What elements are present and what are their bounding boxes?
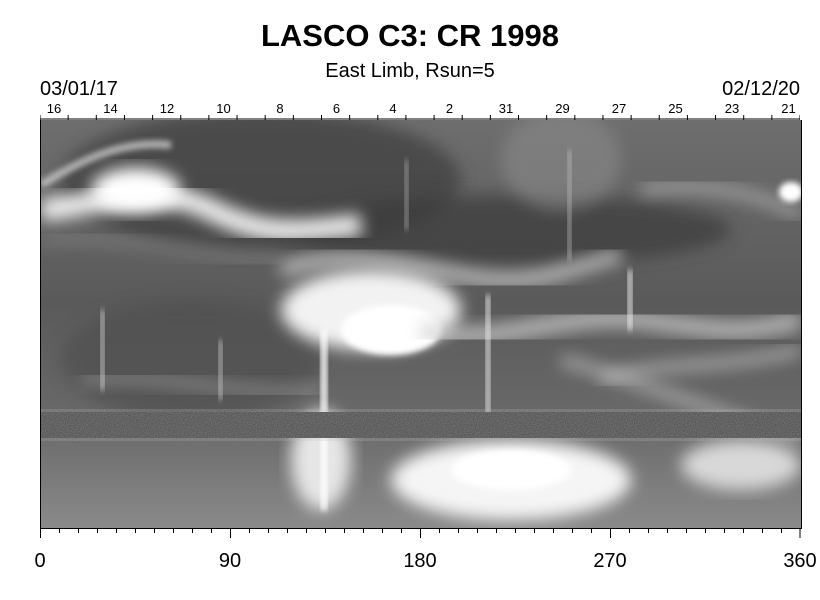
longitude-tick-label: 270 (593, 550, 627, 572)
top-date-label: 21 (781, 101, 796, 116)
top-date-label: 31 (498, 101, 514, 116)
top-date-label: 2 (445, 101, 454, 116)
top-date-label: 25 (668, 101, 683, 116)
top-date-label: 8 (276, 101, 284, 116)
longitude-tick-label: 90 (218, 550, 242, 572)
top-tick-marks (40, 115, 800, 121)
longitude-tick-marks (40, 528, 801, 538)
chart-subtitle: East Limb, Rsun=5 (325, 60, 495, 82)
top-date-axis: 16 14 12 10 8 6 4 2 31 29 27 25 23 21 (40, 101, 800, 121)
top-date-label: 10 (216, 101, 231, 116)
chart-title: LASCO C3: CR 1998 (260, 18, 560, 53)
top-date-label: 14 (103, 101, 118, 116)
top-date-label: 12 (159, 101, 175, 116)
coronal-brightness-map (41, 120, 801, 528)
top-date-label: 6 (332, 101, 341, 116)
longitude-axis: 0 90 180 270 360 (34, 528, 817, 572)
top-date-label: 27 (611, 101, 627, 116)
start-date-label: 03/01/17 (40, 78, 118, 100)
synoptic-map-image (40, 120, 802, 529)
longitude-tick-label: 180 (403, 550, 437, 572)
top-date-label: 23 (724, 101, 740, 116)
longitude-tick-label: 360 (783, 550, 817, 572)
end-date-label: 02/12/20 (722, 78, 800, 100)
top-date-label: 4 (389, 101, 397, 116)
top-date-label: 16 (46, 101, 62, 116)
longitude-tick-label: 0 (34, 550, 46, 572)
top-date-label: 29 (555, 101, 570, 116)
